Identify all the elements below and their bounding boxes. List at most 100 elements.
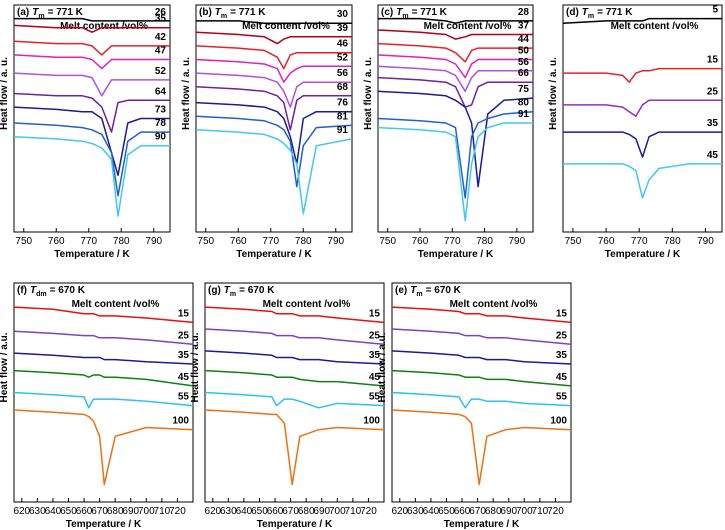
x-axis-label: Temperature / K (444, 519, 520, 530)
x-tick-label: 770 (631, 236, 648, 247)
series-label: 75 (518, 84, 530, 95)
series-label: 78 (155, 118, 167, 129)
series-line (204, 350, 385, 365)
x-tick-label: 750 (565, 236, 582, 247)
x-tick-label: 630 (29, 506, 46, 517)
series-label: 68 (337, 82, 349, 93)
series-line (391, 409, 572, 486)
series-line (14, 17, 170, 22)
series-line (204, 409, 385, 486)
title-symbol: T (32, 7, 39, 18)
series-line (13, 391, 194, 409)
series-line (195, 45, 352, 70)
x-tick-label: 780 (113, 236, 130, 247)
x-tick-label: 640 (236, 506, 253, 517)
x-tick-label: 770 (444, 236, 461, 247)
series-line (204, 328, 385, 346)
series-line (13, 122, 170, 197)
x-tick-label: 630 (220, 506, 237, 517)
x-tick-label: 750 (379, 236, 396, 247)
series-label: 35 (707, 118, 719, 129)
x-tick-label: 640 (45, 506, 62, 517)
series-label: 25 (556, 330, 568, 341)
series-label: 76 (337, 98, 349, 109)
series-label: 35 (155, 14, 167, 25)
y-axis-label: Heat flow / a. u. (0, 57, 10, 130)
title-subscript: m (416, 291, 422, 298)
panel-title: (c) Tm = 771 K (381, 7, 448, 20)
x-tick-label: 760 (412, 236, 429, 247)
legend-title: Melt content /vol% (424, 21, 512, 32)
y-axis-label: Heat flow / a.u. (190, 332, 201, 402)
x-axis-label: Temperature / K (54, 249, 130, 260)
series-label: 56 (337, 68, 349, 79)
series-line (195, 115, 353, 188)
x-tick-label: 710 (154, 506, 171, 517)
panel-label: (a) (17, 7, 29, 18)
x-tick-label: 790 (145, 236, 162, 247)
series-line (377, 110, 534, 199)
series-line (377, 122, 533, 222)
x-tick-label: 680 (107, 506, 124, 517)
series-line (563, 99, 722, 117)
series-line (391, 391, 572, 409)
series-label: 45 (556, 372, 568, 383)
series-label: 25 (707, 86, 719, 97)
series-line (391, 350, 572, 365)
series-label: 55 (369, 392, 381, 403)
series-label: 73 (155, 105, 167, 116)
legend-title: Melt content /vol% (60, 21, 148, 32)
series-line (195, 72, 352, 108)
series-label: 45 (369, 372, 381, 383)
x-axis-label: Temperature / K (605, 249, 681, 260)
series-line (13, 106, 170, 177)
panel-title: (b) Tm = 771 K (199, 7, 266, 20)
series-line (13, 40, 170, 56)
series-label: 35 (178, 350, 190, 361)
title-condition: = 771 K (230, 7, 266, 18)
title-condition: = 771 K (412, 7, 448, 18)
series-line (391, 328, 572, 346)
series-line (563, 67, 722, 83)
x-tick-label: 690 (500, 506, 517, 517)
x-tick-label: 670 (469, 506, 486, 517)
series-label: 91 (518, 109, 530, 120)
series-label: 90 (155, 132, 167, 143)
x-tick-label: 620 (391, 506, 408, 517)
legend-title: Melt content /vol% (72, 299, 160, 310)
title-symbol: T (396, 7, 403, 18)
series-label: 35 (556, 350, 568, 361)
legend-title: Melt content /vol% (611, 21, 699, 32)
series-line (204, 369, 385, 387)
series-line (563, 163, 722, 199)
title-symbol: T (224, 285, 231, 296)
x-tick-label: 680 (485, 506, 502, 517)
panel-label: (c) (381, 7, 393, 18)
series-label: 37 (518, 21, 530, 32)
series-line (13, 72, 170, 97)
x-tick-label: 760 (230, 236, 247, 247)
series-label: 42 (155, 32, 167, 43)
series-label: 55 (556, 392, 568, 403)
y-axis-label: Heat flow / a.u. (0, 332, 10, 402)
series-line (13, 92, 170, 133)
x-tick-label: 690 (122, 506, 139, 517)
plot-frame (562, 4, 723, 233)
series-label: 66 (518, 68, 530, 79)
x-tick-label: 760 (598, 236, 615, 247)
series-line (377, 90, 534, 188)
x-tick-label: 720 (169, 506, 186, 517)
x-tick-label: 750 (15, 236, 32, 247)
series-line (377, 42, 533, 63)
series-line (13, 24, 170, 33)
series-line (195, 85, 352, 131)
series-line (13, 306, 194, 324)
series-label: 55 (178, 392, 190, 403)
x-tick-label: 670 (91, 506, 108, 517)
y-axis-label: Heat flow / a. u. (548, 57, 559, 130)
series-line (13, 409, 194, 486)
x-axis-label: Temperature / K (236, 249, 312, 260)
legend-title: Melt content /vol% (242, 21, 330, 32)
x-tick-label: 760 (48, 236, 65, 247)
